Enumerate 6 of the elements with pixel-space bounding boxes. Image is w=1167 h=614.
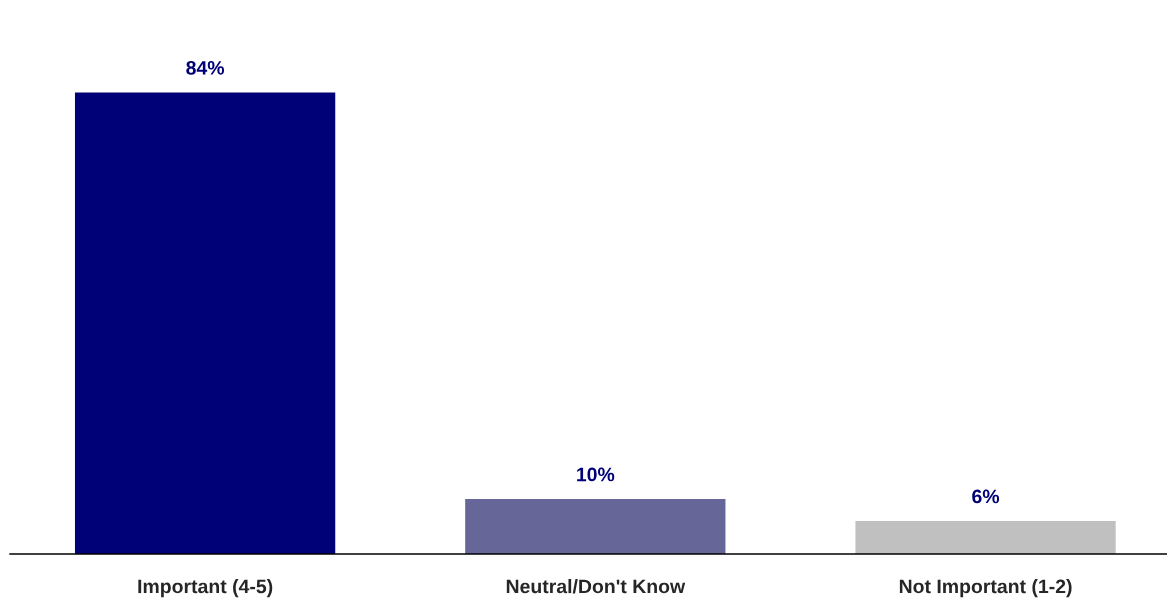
- x-tick-label: Neutral/Don't Know: [506, 579, 686, 594]
- data-label: 10%: [577, 467, 615, 482]
- data-label: 84%: [186, 60, 225, 75]
- x-tick-label: Not Important (1-2): [899, 579, 1072, 598]
- x-tick-label: Important (4-5): [138, 579, 273, 598]
- data-label: 6%: [972, 489, 1000, 504]
